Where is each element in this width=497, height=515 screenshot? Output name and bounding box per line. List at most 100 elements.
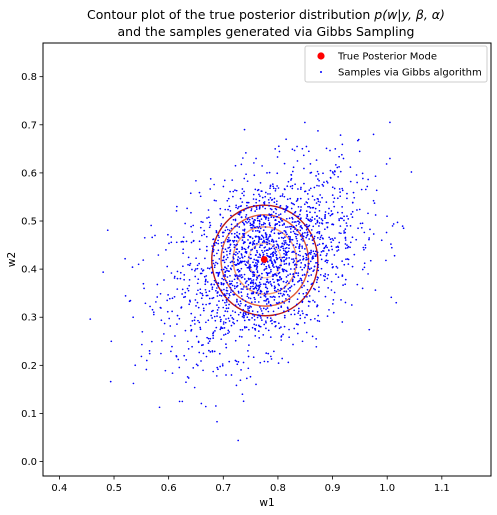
sample-point [255,206,258,209]
sample-point [236,258,239,261]
sample-point [318,209,321,212]
sample-point [309,187,312,190]
sample-point [255,292,258,294]
sample-point [276,278,279,281]
sample-point [199,292,202,294]
sample-point [338,165,340,168]
sample-point [280,245,283,248]
sample-point [247,313,250,316]
sample-point [317,314,319,317]
sample-point [225,307,228,310]
sample-point [284,239,287,242]
sample-point [232,190,235,193]
sample-point [267,282,270,284]
sample-point [265,352,268,354]
sample-point [218,300,220,302]
sample-point [248,267,251,269]
sample-point [283,230,286,232]
sample-point [202,344,204,346]
sample-point [328,249,330,252]
sample-point [320,267,323,270]
sample-point [256,219,259,222]
sample-point [312,225,315,228]
sample-point [296,332,299,335]
sample-point [213,283,216,286]
sample-point [257,256,260,259]
sample-point [250,226,252,229]
sample-point [262,283,265,285]
sample-point [202,369,204,372]
chart-title-line2: and the samples generated via Gibbs Samp… [118,24,415,39]
sample-point [243,319,246,322]
sample-point [236,277,239,279]
sample-point [241,315,244,318]
legend-mode-marker [317,52,325,60]
sample-point [253,204,255,207]
sample-point [289,290,291,292]
sample-point [278,284,280,287]
sample-point [259,292,262,295]
sample-point [228,280,231,283]
sample-point [271,260,273,263]
sample-point [317,266,319,269]
sample-point [232,195,234,198]
sample-point [255,201,258,204]
sample-point [263,323,266,326]
sample-point [282,333,284,336]
sample-point [237,275,240,277]
sample-point [316,170,319,173]
sample-point [156,283,159,286]
sample-point [167,294,169,296]
sample-point [282,270,285,273]
sample-point [142,282,145,285]
sample-point [302,240,304,242]
sample-point [255,254,257,256]
sample-point [274,224,277,227]
sample-point [361,172,364,175]
sample-point [230,232,233,235]
y-tick-label: 0.2 [21,361,37,372]
sample-point [247,234,250,237]
sample-point [335,273,337,276]
sample-point [315,253,317,256]
sample-point [190,241,193,244]
sample-point [255,198,258,201]
sample-point [324,245,327,248]
sample-point [205,245,208,248]
sample-point [318,225,320,227]
sample-point [297,188,299,190]
sample-point [283,260,285,263]
sample-point [340,232,342,235]
sample-point [210,314,213,317]
sample-point [296,298,299,301]
sample-point [283,252,285,255]
sample-point [187,348,190,350]
sample-point [241,298,244,301]
sample-point [281,295,284,297]
sample-point [237,270,240,273]
sample-point [278,295,281,298]
sample-point [238,262,241,264]
sample-point [200,272,203,275]
sample-point [287,250,290,253]
sample-point [226,292,228,295]
sample-point [272,245,274,248]
sample-point [183,278,185,281]
sample-point [287,180,290,183]
sample-point [235,240,238,242]
sample-point [221,277,223,280]
sample-point [299,235,302,237]
sample-point [305,292,308,294]
sample-point [259,256,261,259]
sample-point [233,239,236,242]
sample-point [303,182,305,185]
sample-point [232,290,234,292]
sample-point [221,259,224,262]
sample-point [222,251,225,254]
sample-point [264,293,267,296]
sample-point [290,207,293,210]
sample-point [236,207,239,210]
sample-point [289,241,291,243]
sample-point [266,280,269,283]
sample-point [252,224,255,227]
